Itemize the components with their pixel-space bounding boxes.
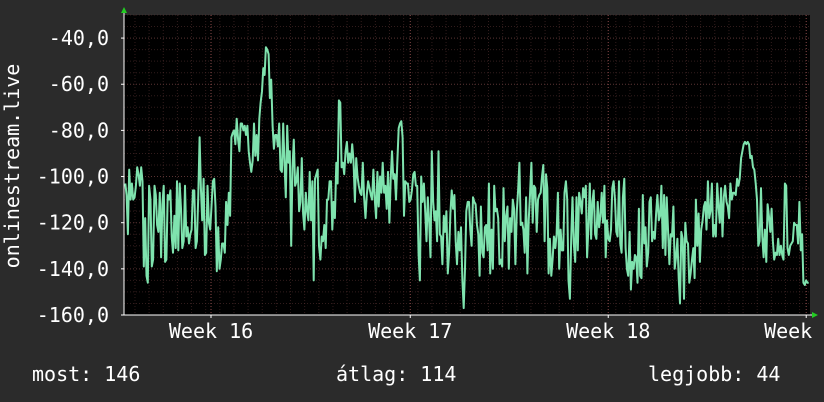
y-tick-label: -40,0 — [49, 26, 109, 50]
series-line — [124, 46, 809, 310]
y-tick-labels: -40,0 -60,0 -80,0 -100,0 -120,0 -140,0 -160,0 — [37, 26, 124, 327]
x-axis-arrow — [812, 312, 818, 318]
axes — [121, 7, 818, 318]
x-tick-labels: Week 16 Week 17 Week 18 Week 19 — [169, 315, 824, 343]
y-tick-label: -140,0 — [37, 257, 109, 281]
y-tick-label: -160,0 — [37, 303, 109, 327]
y-tick-label: -80,0 — [49, 118, 109, 142]
footer-current-value: most: 146 — [32, 362, 141, 386]
y-tick-label: -100,0 — [37, 165, 109, 189]
x-tick-label: Week 18 — [566, 319, 650, 343]
footer-best-value: legjobb: 44 — [648, 362, 781, 386]
x-tick-label: Week 19 — [764, 319, 824, 343]
y-tick-label: -120,0 — [37, 211, 109, 235]
y-axis-label: onlinestream.live — [0, 64, 24, 269]
x-tick-label: Week 16 — [169, 319, 253, 343]
y-tick-label: -60,0 — [49, 72, 109, 96]
series-layer — [124, 46, 809, 310]
footer-average-value: átlag: 114 — [336, 362, 457, 386]
x-tick-label: Week 17 — [368, 319, 452, 343]
y-axis-arrow — [121, 7, 127, 13]
